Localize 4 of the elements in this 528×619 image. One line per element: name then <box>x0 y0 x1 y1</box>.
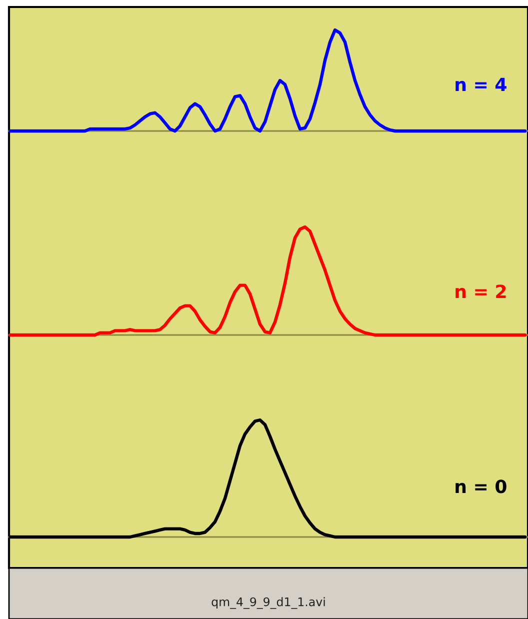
text: qm_4_9_9_d1_1.avi <box>212 597 325 609</box>
text: n = 2 <box>456 284 506 298</box>
text: n = 0 <box>456 480 506 494</box>
text: n = 4 <box>456 78 506 91</box>
